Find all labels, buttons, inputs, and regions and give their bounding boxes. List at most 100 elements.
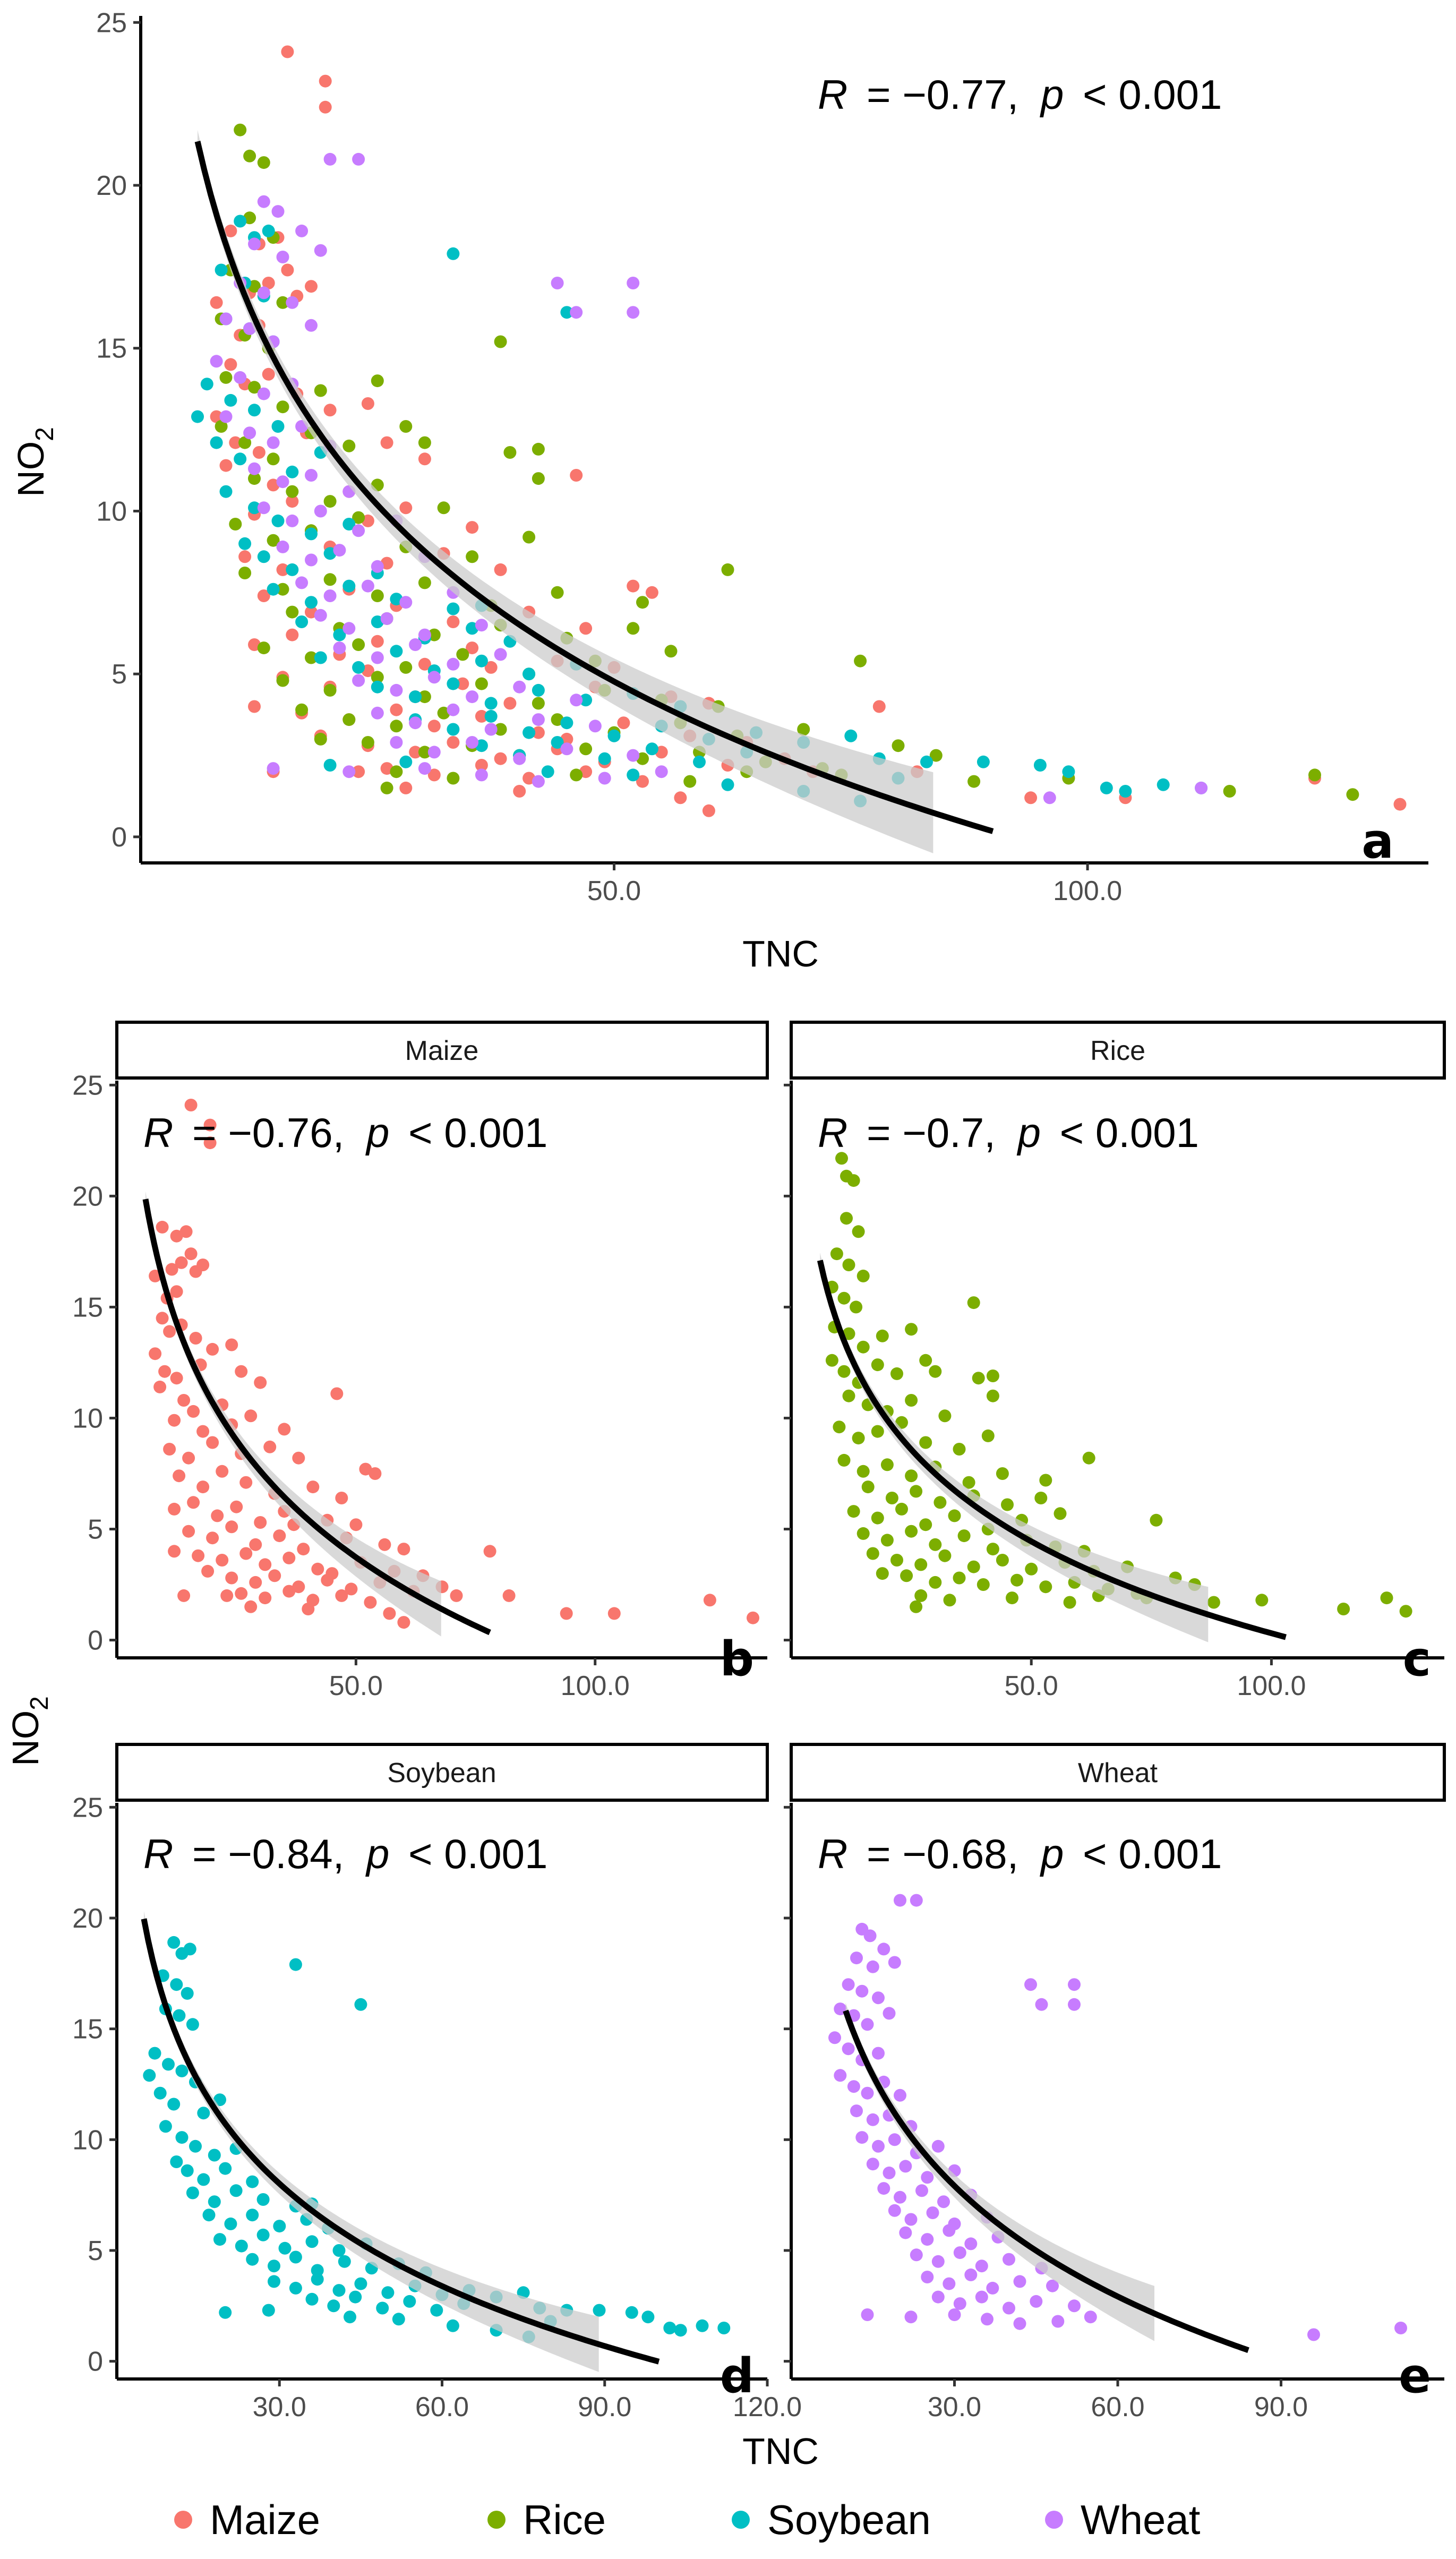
panel-a-point-maize-18 xyxy=(210,410,223,423)
panel-b-point-maize-35 xyxy=(278,1423,291,1436)
panel-b-stat-p-value: < 0.001 xyxy=(408,1109,547,1156)
panel-c-point-rice-76 xyxy=(938,1549,952,1562)
panel-a-ribbon-shape xyxy=(198,130,933,853)
panel-e-point-wheat-69 xyxy=(1030,2295,1043,2308)
panel-e-point-wheat-5 xyxy=(850,1952,863,1965)
panel-c-point-rice-56 xyxy=(871,1511,884,1525)
panel-e-point-wheat-40 xyxy=(915,2184,928,2197)
panel-b-axes: 0 5 10 15 20 25 50.0 100.0 xyxy=(72,1070,767,1701)
panel-a-point-wheat-67 xyxy=(466,736,479,749)
legend-key-wheat xyxy=(1045,2511,1063,2529)
panel-b-point-maize-67 xyxy=(192,1549,205,1562)
panel-b-point-maize-104 xyxy=(349,1518,363,1531)
panel-e-point-wheat-66 xyxy=(953,2297,966,2310)
panel-a-point-maize-97 xyxy=(872,700,886,713)
panel-e-point-wheat-65 xyxy=(931,2290,945,2304)
panel-d-point-soybean-67 xyxy=(376,2301,389,2315)
panel-c-point-rice-34 xyxy=(871,1425,884,1438)
panel-c-point-rice-83 xyxy=(900,1569,913,1582)
panel-e-point-wheat-36 xyxy=(921,2171,934,2184)
panel-a-point-rice-84 xyxy=(418,746,431,759)
panel-c-point-rice-33 xyxy=(852,1432,865,1445)
panel-b-point-maize-62 xyxy=(273,1529,286,1543)
panel-c-point-rice-9 xyxy=(837,1291,851,1305)
panel-d-y-tick-label-20: 20 xyxy=(72,1903,103,1934)
panel-a-point-rice-94 xyxy=(390,765,403,778)
panel-b-point-maize-87 xyxy=(282,1585,296,1598)
panel-a-point-soybean-58 xyxy=(523,726,536,739)
panel-d-point-soybean-21 xyxy=(208,2149,221,2162)
panel-a-point-wheat-56 xyxy=(466,690,479,704)
panel-e-point-wheat-43 xyxy=(888,2204,901,2217)
panel-c-point-rice-30 xyxy=(938,1409,952,1423)
panel-d-x-tick-label-60: 60.0 xyxy=(415,2392,469,2423)
panel-b-y-tick-label-10: 10 xyxy=(72,1403,103,1434)
panel-a-point-wheat-68 xyxy=(513,752,526,765)
panel-a-point-soybean-12 xyxy=(271,420,285,433)
panel-c-point-rice-6 xyxy=(842,1259,855,1271)
panel-e-point-wheat-44 xyxy=(904,2213,918,2226)
panel-e-point-wheat-76 xyxy=(861,2308,874,2321)
panel-a-point-soybean-47 xyxy=(371,680,384,694)
panel-d-y-tick-label-25: 25 xyxy=(72,1792,103,1823)
panel-a-point-maize-66 xyxy=(248,700,261,713)
panel-e-point-wheat-62 xyxy=(986,2281,999,2295)
panel-b-point-maize-101 xyxy=(703,1594,716,1607)
panel-d-point-soybean-31 xyxy=(256,2193,270,2206)
panel-a-point-wheat-41 xyxy=(399,596,413,609)
panel-a-point-wheat-28 xyxy=(257,501,270,515)
panel-a-point-rice-105 xyxy=(380,781,393,794)
panel-e-point-wheat-49 xyxy=(921,2233,934,2246)
panel-b-point-maize-55 xyxy=(254,1516,267,1529)
panel-a-point-soybean-9 xyxy=(200,378,213,391)
panel-a-point-maize-79 xyxy=(447,736,460,749)
panel-a-point-maize-62 xyxy=(456,677,469,690)
panel-c-point-rice-17 xyxy=(825,1354,838,1367)
panel-e-point-wheat-15 xyxy=(828,2031,841,2044)
panel-a-point-rice-55 xyxy=(257,641,270,655)
panel-b-point-maize-78 xyxy=(249,1576,262,1589)
panel-e-point-wheat-79 xyxy=(1068,1998,1081,2011)
panel-a-point-rice-18 xyxy=(238,436,252,449)
panel-a-point-wheat-66 xyxy=(427,746,441,759)
panel-c-point-rice-16 xyxy=(905,1323,918,1336)
panel-a-point-wheat-60 xyxy=(409,716,422,730)
panel-e-ribbon-shape xyxy=(845,2002,1154,2341)
panel-b-point-maize-30 xyxy=(330,1387,344,1400)
panel-c-x-tick-label-100: 100.0 xyxy=(1237,1671,1306,1701)
panel-b-point-maize-53 xyxy=(211,1509,224,1522)
panel-d-fit-line xyxy=(141,1918,660,2365)
panel-c-point-rice-7 xyxy=(857,1269,870,1282)
panel-b-point-maize-52 xyxy=(187,1496,200,1509)
panel-d-point-soybean-26 xyxy=(219,2162,232,2175)
panel-c-point-rice-66 xyxy=(905,1525,918,1538)
panel-a-point-maize-44 xyxy=(257,589,270,602)
panel-b-point-maize-44 xyxy=(173,1469,186,1483)
panel-d-point-soybean-4 xyxy=(170,1978,183,1991)
panel-a-point-maize-37 xyxy=(276,563,289,576)
legend-label-rice: Rice xyxy=(523,2496,606,2543)
panel-a-point-rice-48 xyxy=(286,605,299,619)
panel-c-point-rice-62 xyxy=(1054,1507,1067,1520)
panel-e-point-wheat-10 xyxy=(872,1991,885,2005)
panel-b-point-maize-60 xyxy=(225,1520,238,1534)
panel-c-point-rice-67 xyxy=(929,1538,942,1551)
panel-d-point-soybean-25 xyxy=(197,2173,210,2186)
panel-a-point-maize-19 xyxy=(229,436,242,449)
panel-c-point-rice-21 xyxy=(890,1367,903,1380)
panel-a-fit-line xyxy=(194,141,994,834)
panel-c-point-rice-94 xyxy=(914,1589,928,1602)
panel-d-point-soybean-30 xyxy=(229,2184,243,2197)
panel-e-point-wheat-56 xyxy=(975,2260,988,2273)
panel-a-y-tick-label-0: 0 xyxy=(112,822,127,853)
panel-e-point-wheat-30 xyxy=(888,2133,901,2146)
shared-xlabel: TNC xyxy=(742,2430,819,2472)
panel-a-stat-p-value: < 0.001 xyxy=(1083,71,1222,118)
panel-e-point-wheat-13 xyxy=(861,2018,874,2031)
panel-a-point-wheat-69 xyxy=(560,742,573,756)
panel-b-x-tick-label-50: 50.0 xyxy=(329,1671,383,1701)
panel-a-point-rice-24 xyxy=(503,446,517,459)
panel-a-point-wheat-24 xyxy=(248,462,261,475)
panel-b-point-maize-38 xyxy=(206,1436,219,1449)
panel-b-point-maize-69 xyxy=(239,1547,253,1560)
